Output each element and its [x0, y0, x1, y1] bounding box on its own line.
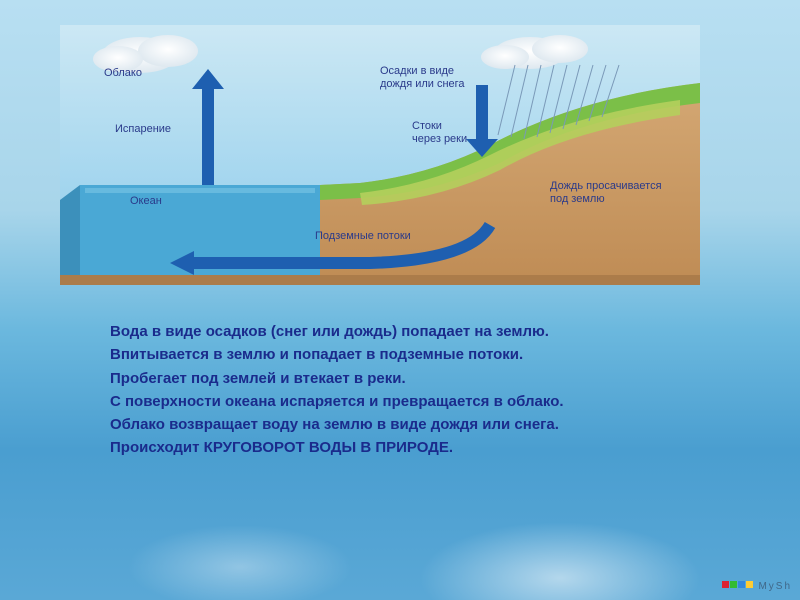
desc-line: Впитывается в землю и попадает в подземн…: [110, 343, 685, 366]
diagram-svg: [60, 25, 700, 285]
label-ocean: Океан: [130, 195, 162, 208]
water-cycle-diagram: Облако Испарение Океан Осадки в виде дож…: [60, 25, 700, 285]
watermark-logo: MySh: [722, 581, 792, 592]
label-precip: Осадки в виде дождя или снега: [380, 65, 465, 91]
label-groundwater: Подземные потоки: [315, 230, 411, 243]
desc-line: Происходит КРУГОВОРОТ ВОДЫ В ПРИРОДЕ.: [110, 436, 685, 459]
label-runoff: Стоки через реки: [412, 120, 467, 146]
label-evaporation: Испарение: [115, 123, 171, 136]
desc-line: Облако возвращает воду на землю в виде д…: [110, 413, 685, 436]
label-cloud: Облако: [104, 67, 142, 80]
description-block: Вода в виде осадков (снег или дождь) поп…: [110, 320, 685, 460]
label-seepage: Дождь просачивается под землю: [550, 180, 662, 206]
desc-line: Вода в виде осадков (снег или дождь) поп…: [110, 320, 685, 343]
desc-line: С поверхности океана испаряется и превра…: [110, 390, 685, 413]
watermark-text: MySh: [758, 581, 792, 592]
desc-line: Пробегает под землей и втекает в реки.: [110, 367, 685, 390]
